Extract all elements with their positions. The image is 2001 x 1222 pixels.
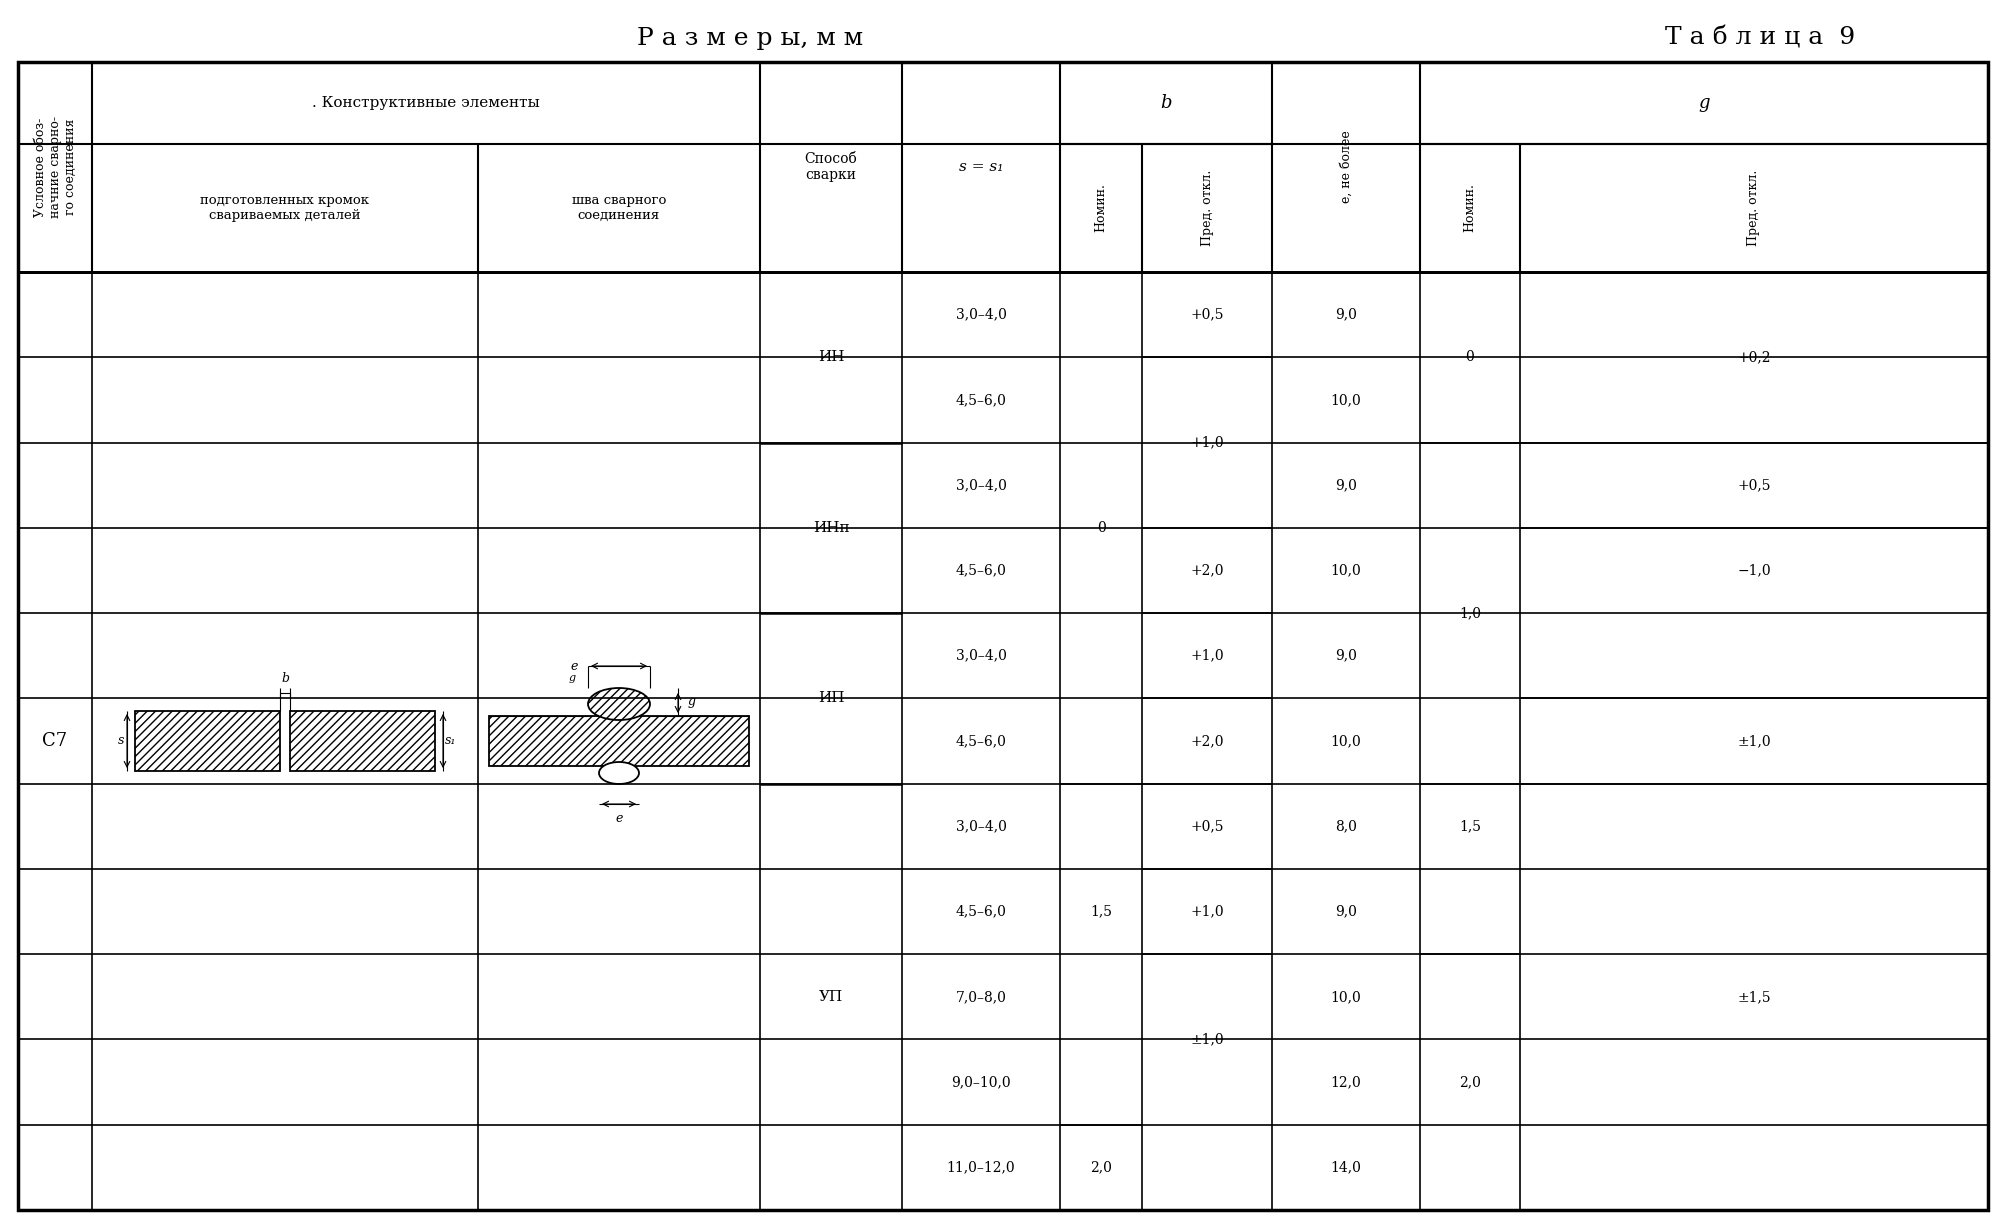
Text: 1,0: 1,0 — [1459, 606, 1481, 620]
Text: g: g — [688, 695, 696, 709]
Text: 9,0: 9,0 — [1335, 478, 1357, 492]
Text: 9,0: 9,0 — [1335, 308, 1357, 321]
Text: 2,0: 2,0 — [1459, 1075, 1481, 1089]
Text: 0: 0 — [1097, 521, 1105, 535]
Bar — [134, 711, 280, 771]
Text: b: b — [280, 672, 288, 686]
Bar — [290, 711, 434, 771]
Text: 1,5: 1,5 — [1091, 904, 1113, 919]
Text: 3,0–4,0: 3,0–4,0 — [956, 649, 1007, 662]
Text: +1,0: +1,0 — [1191, 904, 1225, 919]
Text: 4,5–6,0: 4,5–6,0 — [956, 393, 1007, 407]
Text: шва сварного
соединения: шва сварного соединения — [572, 194, 666, 222]
Text: 9,0: 9,0 — [1335, 649, 1357, 662]
Text: s: s — [118, 734, 124, 748]
Text: s = s₁: s = s₁ — [958, 160, 1003, 174]
Text: +0,5: +0,5 — [1737, 478, 1771, 492]
Text: 3,0–4,0: 3,0–4,0 — [956, 308, 1007, 321]
Text: 10,0: 10,0 — [1331, 990, 1361, 1003]
Text: ±1,0: ±1,0 — [1737, 734, 1771, 748]
Text: 11,0–12,0: 11,0–12,0 — [946, 1161, 1015, 1174]
Text: ИП: ИП — [818, 692, 844, 705]
Text: b: b — [1161, 94, 1173, 112]
Bar — [134, 711, 280, 771]
Text: +1,0: +1,0 — [1191, 435, 1225, 450]
Text: s₁: s₁ — [446, 734, 456, 748]
Text: ±1,0: ±1,0 — [1191, 1033, 1225, 1046]
Text: +1,0: +1,0 — [1191, 649, 1225, 662]
Text: e, не более: e, не более — [1339, 131, 1353, 203]
Text: ИНп: ИНп — [812, 521, 848, 535]
Text: Пред. откл.: Пред. откл. — [1747, 170, 1761, 246]
Text: Пред. откл.: Пред. откл. — [1201, 170, 1213, 246]
Text: 4,5–6,0: 4,5–6,0 — [956, 734, 1007, 748]
Bar — [488, 716, 748, 766]
Text: Номин.: Номин. — [1095, 183, 1107, 232]
Text: g: g — [568, 673, 576, 683]
Text: ИН: ИН — [818, 351, 844, 364]
Text: Условное обоз-
начние сварно-
го соединения: Условное обоз- начние сварно- го соедине… — [34, 116, 76, 218]
Text: 3,0–4,0: 3,0–4,0 — [956, 819, 1007, 833]
Text: 12,0: 12,0 — [1331, 1075, 1361, 1089]
Text: . Конструктивные элементы: . Конструктивные элементы — [312, 97, 540, 110]
Text: Т а б л и ц а  9: Т а б л и ц а 9 — [1665, 27, 1855, 50]
Text: 9,0: 9,0 — [1335, 904, 1357, 919]
Text: −1,0: −1,0 — [1737, 563, 1771, 578]
Bar — [488, 716, 748, 766]
Text: 10,0: 10,0 — [1331, 393, 1361, 407]
Text: g: g — [1699, 94, 1709, 112]
Text: ±1,5: ±1,5 — [1737, 990, 1771, 1003]
Text: 3,0–4,0: 3,0–4,0 — [956, 478, 1007, 492]
Text: Номин.: Номин. — [1463, 183, 1477, 232]
Text: 14,0: 14,0 — [1331, 1161, 1361, 1174]
Text: 7,0–8,0: 7,0–8,0 — [956, 990, 1007, 1003]
Text: e: e — [570, 660, 578, 672]
Text: +0,5: +0,5 — [1191, 819, 1225, 833]
Text: УП: УП — [818, 990, 842, 1003]
Text: +0,2: +0,2 — [1737, 351, 1771, 364]
Text: Способ
сварки: Способ сварки — [804, 152, 856, 182]
Text: +2,0: +2,0 — [1191, 734, 1225, 748]
Text: С7: С7 — [42, 732, 68, 750]
Text: 8,0: 8,0 — [1335, 819, 1357, 833]
Ellipse shape — [588, 688, 650, 720]
Text: 4,5–6,0: 4,5–6,0 — [956, 904, 1007, 919]
Text: подготовленных кромок
свариваемых деталей: подготовленных кромок свариваемых детале… — [200, 194, 370, 222]
Text: Р а з м е р ы, м м: Р а з м е р ы, м м — [636, 27, 862, 50]
Text: +2,0: +2,0 — [1191, 563, 1225, 578]
Bar — [290, 711, 434, 771]
Text: 2,0: 2,0 — [1091, 1161, 1113, 1174]
Text: 10,0: 10,0 — [1331, 563, 1361, 578]
Text: +0,5: +0,5 — [1191, 308, 1225, 321]
Text: 4,5–6,0: 4,5–6,0 — [956, 563, 1007, 578]
Text: 9,0–10,0: 9,0–10,0 — [950, 1075, 1011, 1089]
Text: 10,0: 10,0 — [1331, 734, 1361, 748]
Text: 1,5: 1,5 — [1459, 819, 1481, 833]
Text: 0: 0 — [1465, 351, 1475, 364]
Text: e: e — [616, 811, 622, 825]
Ellipse shape — [598, 763, 638, 785]
